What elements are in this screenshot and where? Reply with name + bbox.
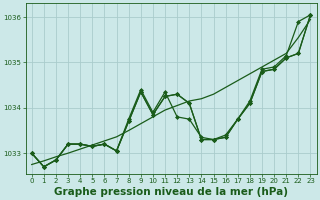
X-axis label: Graphe pression niveau de la mer (hPa): Graphe pression niveau de la mer (hPa) <box>54 187 288 197</box>
